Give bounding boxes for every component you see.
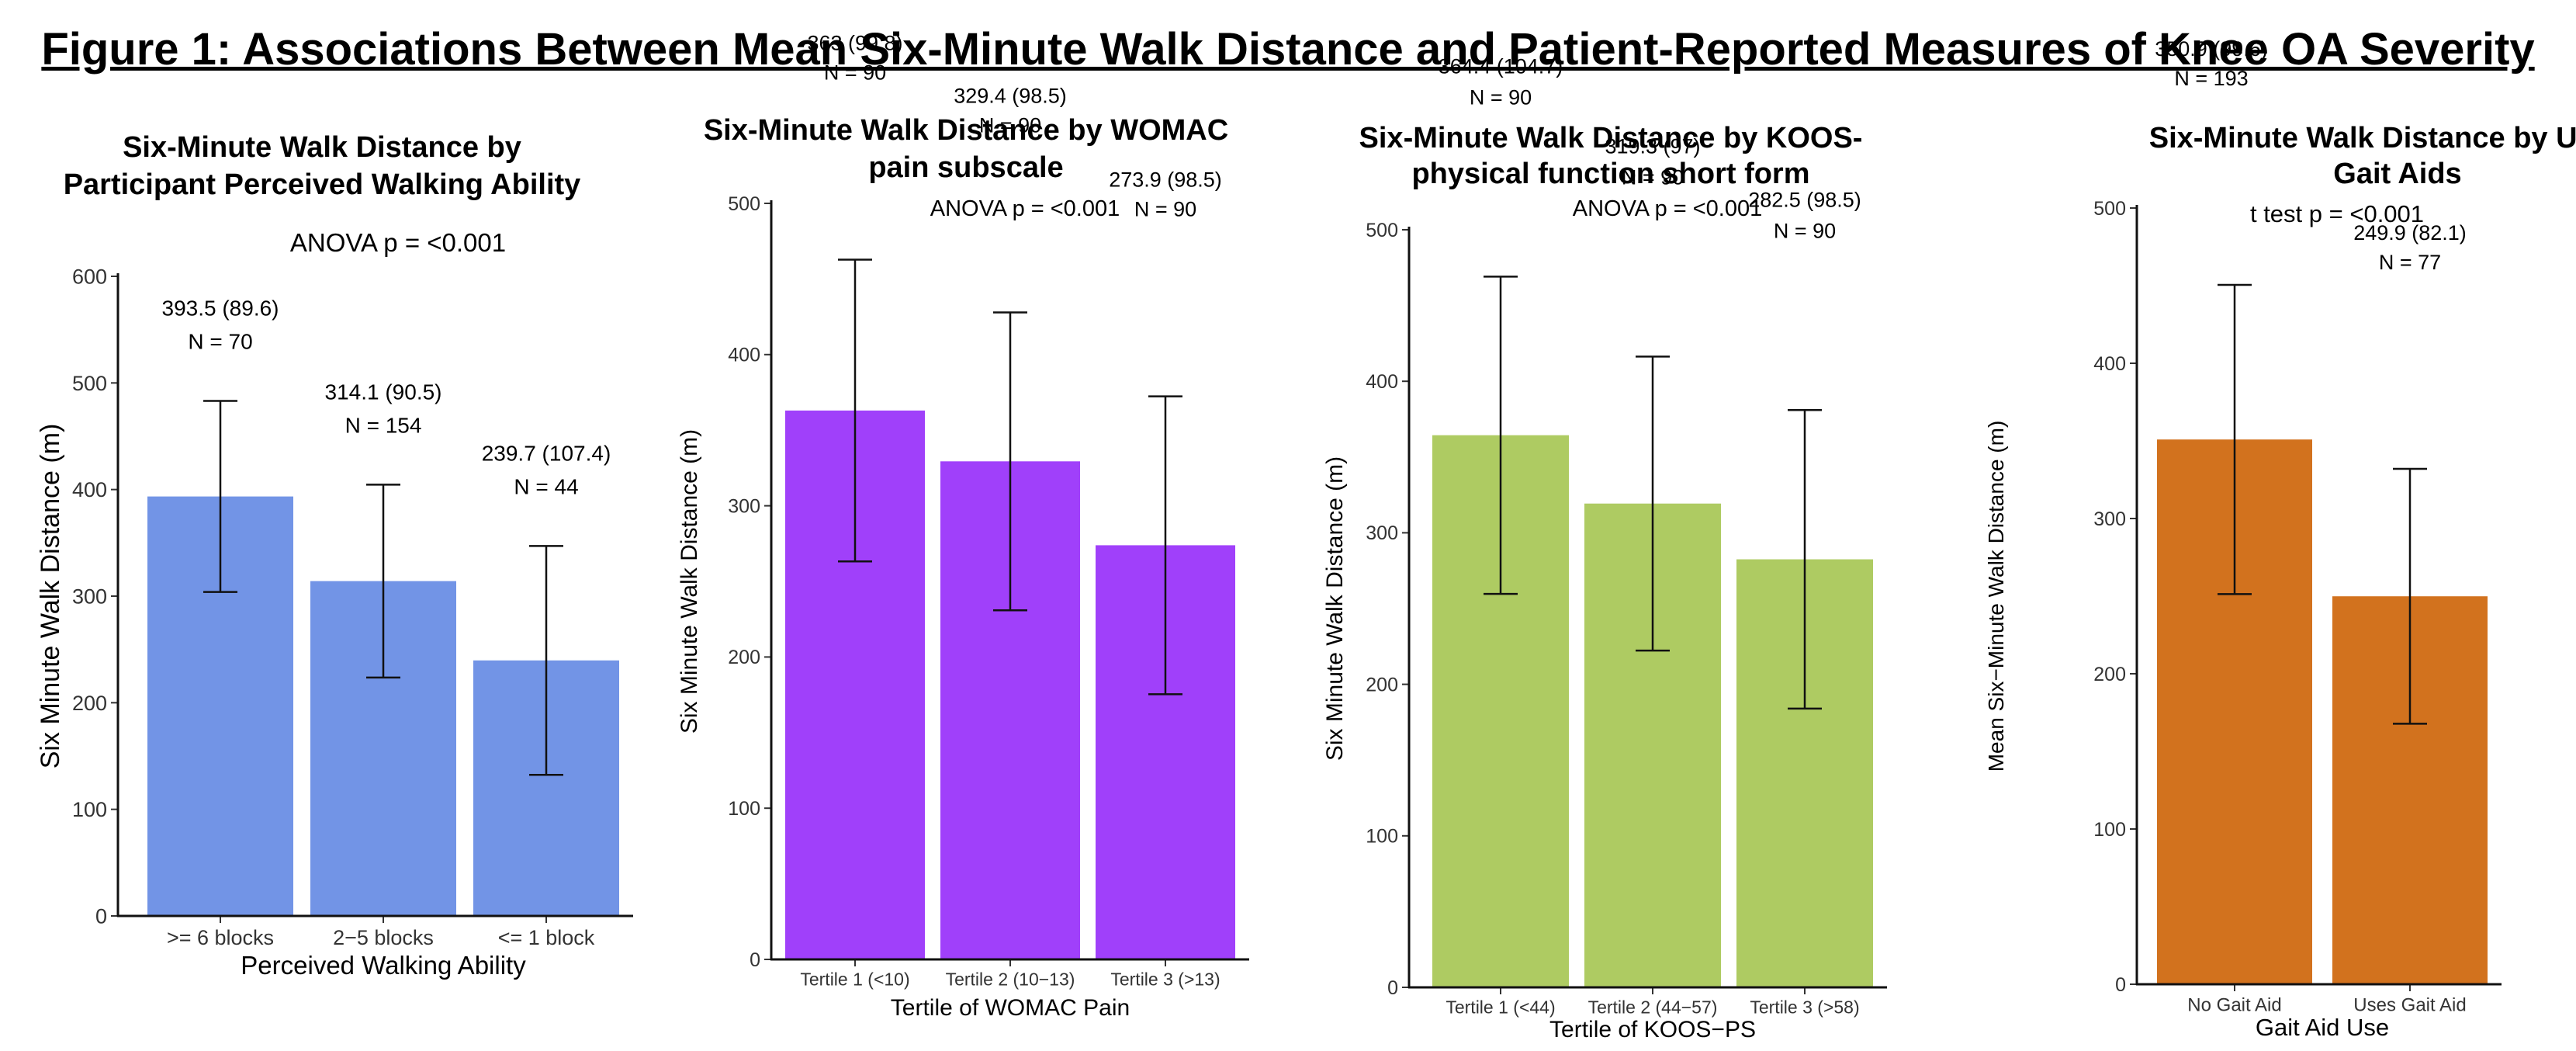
n-label: N = 193	[2174, 67, 2248, 90]
y-tick-label: 0	[95, 904, 107, 928]
y-tick-label: 0	[750, 949, 760, 971]
chart-title-line: physical function short form	[1411, 158, 1809, 190]
x-tick-label: Tertile 1 (<44)	[1446, 997, 1555, 1018]
chart-womac-pain: Six-Minute Walk Distance by WOMAC pain su…	[677, 31, 1249, 1021]
y-tick-label: 100	[2093, 819, 2126, 841]
y-tick-label: 400	[728, 345, 760, 366]
y-tick-label: 300	[1366, 522, 1398, 544]
n-label: N = 70	[188, 330, 252, 354]
x-tick-label: Tertile 2 (44−57)	[1588, 997, 1718, 1018]
data-label: 249.9 (82.1)	[2353, 221, 2467, 245]
chart-subtitle: ANOVA p = <0.001	[930, 196, 1120, 221]
n-label: N = 90	[1134, 198, 1196, 221]
x-tick-label: Uses Gait Aid	[2353, 994, 2466, 1015]
y-axis-label: Six Minute Walk Distance (m)	[677, 429, 702, 734]
y-tick-label: 500	[1366, 220, 1398, 241]
x-axis-label: Gait Aid Use	[2256, 1014, 2389, 1041]
y-tick-label: 100	[72, 798, 107, 821]
data-label: 314.1 (90.5)	[325, 380, 442, 404]
y-tick-label: 200	[1366, 674, 1398, 695]
chart-title-line: Six-Minute Walk Distance by WOMAC	[704, 114, 1228, 147]
y-tick-label: 100	[1366, 826, 1398, 848]
data-label: 350.9 (99.6)	[2155, 37, 2268, 61]
y-tick-label: 400	[72, 478, 107, 501]
y-tick-label: 300	[72, 584, 107, 608]
x-tick-label: No Gait Aid	[2187, 994, 2281, 1015]
y-tick-label: 400	[1366, 371, 1398, 393]
chart-title-line: Six-Minute Walk Distance by	[123, 131, 521, 164]
data-label: 329.4 (98.5)	[954, 84, 1067, 107]
x-tick-label: Tertile 3 (>58)	[1750, 997, 1859, 1018]
x-axis-label: Tertile of KOOS−PS	[1549, 1017, 1756, 1042]
y-tick-label: 500	[728, 193, 760, 215]
x-tick-label: <= 1 block	[498, 926, 595, 949]
x-axis-label: Tertile of WOMAC Pain	[891, 995, 1130, 1021]
x-tick-label: Tertile 1 (<10)	[800, 969, 909, 990]
y-tick-label: 100	[728, 798, 760, 820]
figure-title: Figure 1: Associations Between Mean Six-…	[41, 24, 2535, 75]
data-label: 273.9 (98.5)	[1109, 168, 1222, 192]
x-tick-label: Tertile 3 (>13)	[1110, 969, 1220, 990]
chart-title-line: Six-Minute Walk Distance by KOOS-	[1359, 122, 1863, 154]
n-label: N = 77	[2379, 251, 2441, 274]
y-tick-label: 500	[2093, 198, 2126, 220]
chart-walking-ability: Six-Minute Walk Distance by Participant P…	[36, 131, 633, 980]
y-tick-label: 300	[728, 495, 760, 517]
y-tick-label: 300	[2093, 508, 2126, 530]
chart-title-line: Participant Perceived Walking Ability	[64, 168, 581, 201]
x-tick-label: >= 6 blocks	[167, 926, 274, 949]
chart-title-line: Six-Minute Walk Distance by Use of	[2149, 122, 2576, 154]
y-tick-label: 200	[2093, 664, 2126, 685]
n-label: N = 44	[514, 474, 578, 498]
x-tick-label: 2−5 blocks	[333, 926, 434, 949]
chart-subtitle: t test p = <0.001	[2250, 200, 2424, 227]
chart-gait-aids: Six-Minute Walk Distance by Use of Gait A…	[1984, 37, 2576, 1041]
x-axis-label: Perceived Walking Ability	[241, 951, 526, 980]
n-label: N = 90	[1622, 165, 1684, 189]
data-label: 239.7 (107.4)	[482, 441, 611, 465]
y-tick-label: 200	[72, 692, 107, 715]
n-label: N = 90	[1470, 85, 1532, 109]
y-tick-label: 400	[2093, 353, 2126, 375]
data-label: 364.4 (104.7)	[1439, 54, 1563, 78]
y-axis-label: Mean Six−Minute Walk Distance (m)	[1984, 421, 2008, 772]
chart-title-line: Gait Aids	[2333, 158, 2461, 190]
x-tick-label: Tertile 2 (10−13)	[946, 969, 1075, 990]
y-tick-label: 0	[1387, 977, 1398, 999]
y-axis-label: Six Minute Walk Distance (m)	[36, 424, 65, 769]
y-tick-label: 200	[728, 647, 760, 668]
y-axis-label: Six Minute Walk Distance (m)	[1322, 456, 1348, 761]
n-label: N = 90	[824, 61, 886, 84]
chart-title-line: pain subscale	[868, 151, 1063, 184]
data-label: 319.3 (97)	[1605, 134, 1700, 158]
chart-subtitle: ANOVA p = <0.001	[1573, 196, 1763, 221]
chart-subtitle: ANOVA p = <0.001	[290, 228, 506, 257]
data-label: 363 (99.8)	[807, 31, 902, 54]
y-tick-label: 600	[72, 265, 107, 288]
data-label: 393.5 (89.6)	[162, 297, 279, 321]
n-label: N = 90	[979, 113, 1041, 137]
y-tick-label: 500	[72, 372, 107, 395]
y-tick-label: 0	[2115, 974, 2126, 996]
data-label: 282.5 (98.5)	[1748, 188, 1861, 211]
n-label: N = 90	[1774, 219, 1836, 242]
chart-koos-ps: Six-Minute Walk Distance by KOOS-physica…	[1322, 54, 1887, 1042]
n-label: N = 154	[345, 413, 422, 437]
